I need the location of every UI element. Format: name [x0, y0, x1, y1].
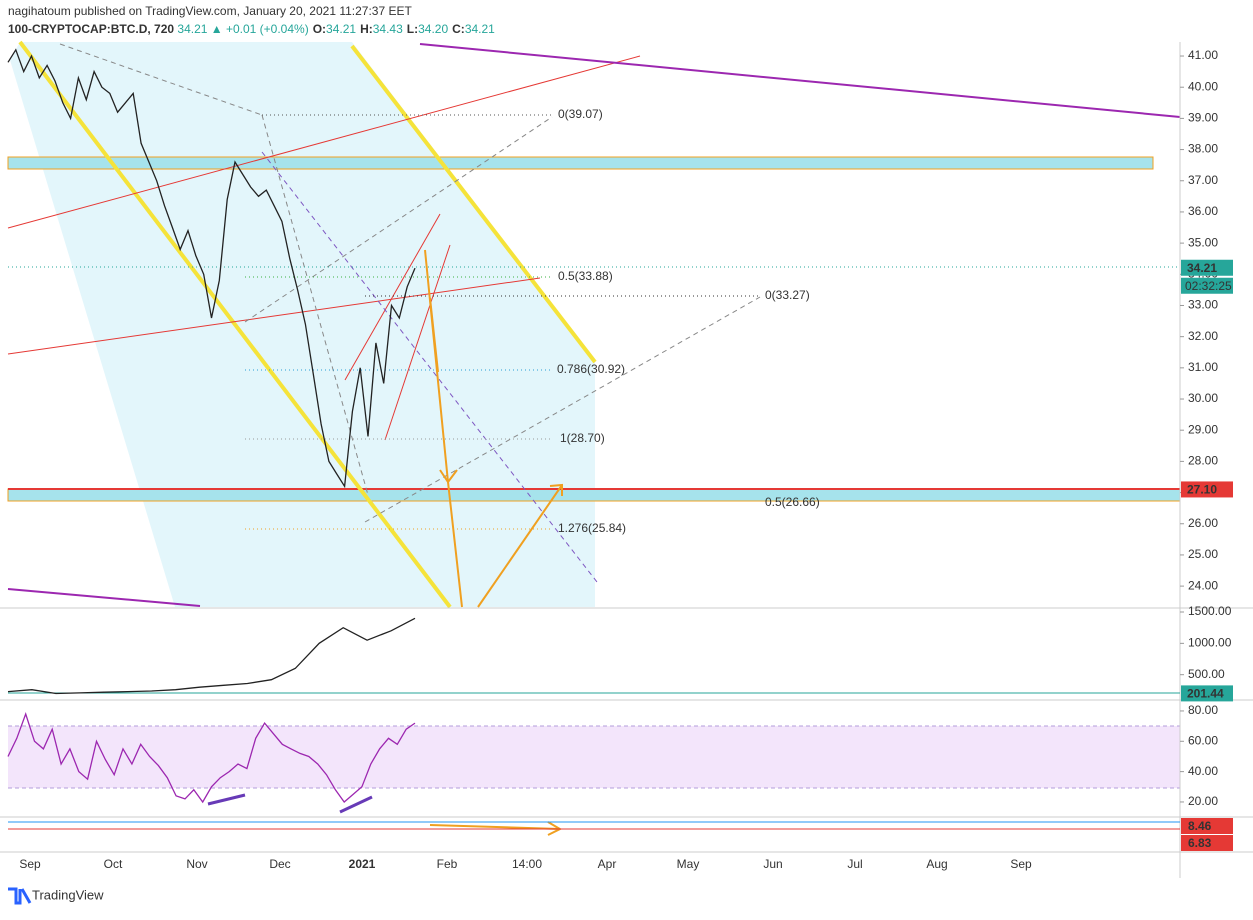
channel-fill: [10, 42, 595, 607]
divergence-line: [207, 793, 246, 806]
price-tag-label: 27.10: [1187, 483, 1217, 497]
drawings: [7, 40, 1181, 836]
ohlc-value: 34.21: [326, 22, 356, 36]
logo: [8, 887, 32, 905]
trend-line: [7, 55, 641, 229]
fib-label: 1.276(25.84): [558, 521, 626, 535]
price-tag-label: 34.21: [1187, 261, 1217, 275]
countdown: 02:32:25: [1185, 279, 1232, 293]
x-tick-label: Jul: [847, 857, 862, 871]
y-tick-label: 80.00: [1188, 703, 1218, 717]
y-tick-label: 31.00: [1188, 360, 1218, 374]
frame: [0, 42, 1253, 878]
channel-line: [350, 44, 597, 364]
price-tag: [1181, 818, 1233, 834]
rsi-band: [8, 726, 1180, 788]
ohlc-label: H:: [360, 22, 373, 36]
series-line: [7, 48, 416, 489]
y-tick-label: 40.00: [1188, 79, 1218, 93]
symbol-line: 100-CRYPTOCAP:BTC.D, 720 34.21 ▲ +0.01 (…: [8, 22, 495, 36]
y-tick-label: 1000.00: [1188, 636, 1232, 650]
fib-line: [244, 116, 553, 323]
trend-line: [344, 213, 441, 381]
series-line: [7, 617, 416, 695]
ohlc-value: 34.21: [465, 22, 495, 36]
series-line: [7, 712, 416, 804]
y-tick-label: 32.00: [1188, 329, 1218, 343]
x-tick-label: Nov: [186, 857, 207, 871]
x-tick-label: Apr: [598, 857, 617, 871]
price-tag: [1181, 685, 1233, 702]
fib-line: [364, 296, 761, 523]
arrow-head: [549, 483, 563, 496]
y-tick-label: 35.00: [1188, 235, 1218, 249]
y-tick-label: 20.00: [1188, 794, 1218, 808]
price-tag: [1181, 835, 1233, 851]
x-tick-label: Oct: [104, 857, 123, 871]
symbol: 100-CRYPTOCAP:BTC.D, 720: [8, 22, 174, 36]
x-tick-label: Feb: [437, 857, 458, 871]
y-tick-label: 24.00: [1188, 578, 1218, 592]
countdown-bg: [1181, 277, 1233, 294]
fib-label: 0(33.27): [765, 288, 810, 302]
divergence-line: [339, 795, 373, 814]
change: ▲ +0.01 (+0.04%): [211, 22, 309, 36]
x-tick-label: Sep: [19, 857, 41, 871]
price-tag: [1181, 481, 1233, 498]
ohlc-value: 34.20: [418, 22, 448, 36]
price-tag-label: 6.83: [1188, 836, 1212, 850]
trend-line: [7, 588, 201, 607]
fib-label: 0.5(33.88): [558, 269, 613, 283]
channel-line: [18, 40, 452, 609]
fib-label: 0(39.07): [558, 107, 603, 121]
footer: TradingView: [32, 887, 104, 902]
arrow: [429, 297, 439, 373]
x-tick-label: 14:00: [512, 857, 542, 871]
y-tick-label: 30.00: [1188, 391, 1218, 405]
ohlc-label: L:: [407, 22, 418, 36]
x-tick-label: Jun: [763, 857, 782, 871]
y-tick-label: 1500.00: [1188, 604, 1232, 618]
y-tick-label: 60.00: [1188, 733, 1218, 747]
y-tick-label: 25.00: [1188, 547, 1218, 561]
x-tick-label: Dec: [269, 857, 290, 871]
zone-box: [7, 488, 1181, 502]
ohlc-label: C:: [452, 22, 465, 36]
y-tick-label: 29.00: [1188, 422, 1218, 436]
zone-box: [7, 156, 1154, 170]
trend-line: [384, 244, 451, 441]
y-tick-label: 33.00: [1188, 298, 1218, 312]
y-tick-label: 39.00: [1188, 111, 1218, 125]
price-tag-label: 8.46: [1188, 819, 1212, 833]
fib-label: 0.786(30.92): [557, 362, 625, 376]
y-tick-label: 41.00: [1188, 48, 1218, 62]
y-tick-label: 500.00: [1188, 667, 1225, 681]
y-tick-label: 40.00: [1188, 764, 1218, 778]
arrow: [477, 484, 563, 608]
price-tag-label: 201.44: [1187, 687, 1224, 701]
ohlc-value: 34.43: [373, 22, 403, 36]
arrow-head: [439, 469, 458, 484]
price-tag: [1181, 259, 1233, 276]
y-tick-label: 28.00: [1188, 454, 1218, 468]
x-tick-label: 2021: [349, 857, 376, 871]
fib-label: 1(28.70): [560, 431, 605, 445]
x-tick-label: Sep: [1010, 857, 1032, 871]
publisher: nagihatoum published on TradingView.com,…: [8, 4, 412, 18]
y-tick-label: 38.00: [1188, 142, 1218, 156]
x-tick-label: May: [677, 857, 700, 871]
fib-label: 0.5(26.66): [765, 495, 820, 509]
y-tick-label: 36.00: [1188, 204, 1218, 218]
arrow: [429, 824, 561, 830]
trend-line: [7, 277, 541, 355]
y-tick-label: 37.00: [1188, 173, 1218, 187]
trend-line: [419, 43, 1181, 118]
y-tick-label: 26.00: [1188, 516, 1218, 530]
x-tick-label: Aug: [926, 857, 947, 871]
ohlc-label: O:: [313, 22, 326, 36]
last: 34.21: [177, 22, 207, 36]
pitch-line: [261, 151, 598, 583]
